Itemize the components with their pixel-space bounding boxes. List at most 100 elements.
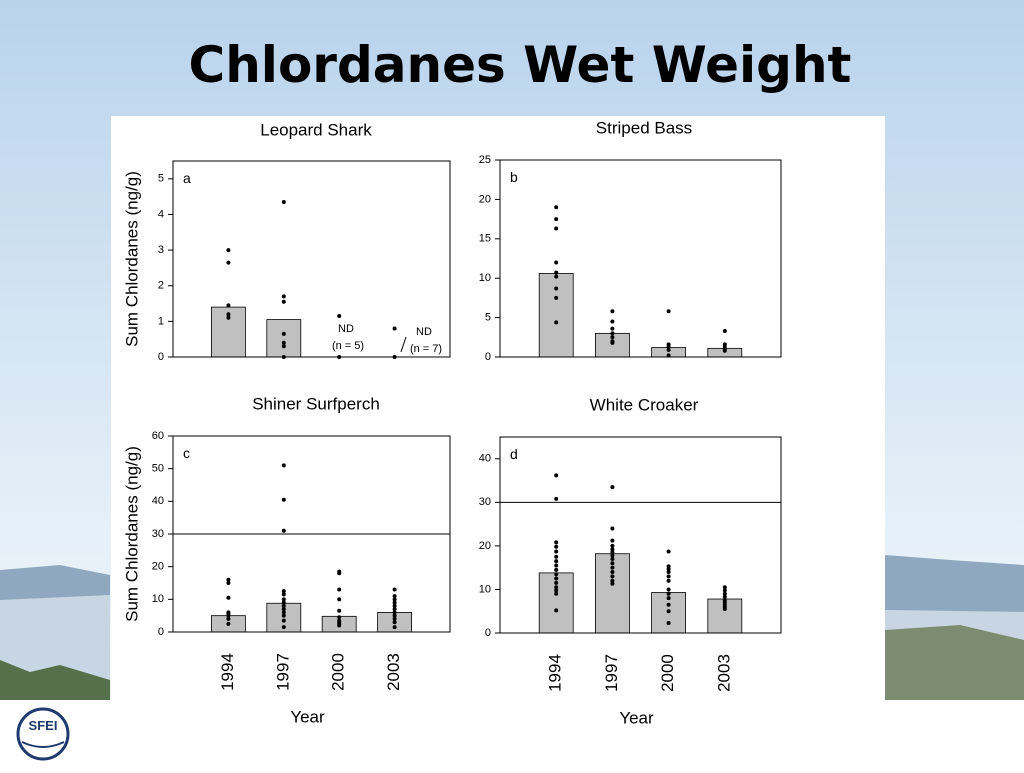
data-point <box>392 610 397 615</box>
x-tick-label: 1997 <box>602 654 621 692</box>
data-point <box>226 581 231 585</box>
data-point <box>554 270 559 275</box>
y-tick-label: 0 <box>485 351 491 363</box>
panel-label: a <box>183 170 191 186</box>
data-point <box>281 610 286 615</box>
annotation: (n = 7) <box>410 343 442 355</box>
data-point <box>226 248 231 253</box>
y-tick-label: 10 <box>479 272 491 284</box>
plot-frame <box>499 436 782 634</box>
data-point <box>554 549 559 554</box>
data-point <box>554 567 559 572</box>
data-point <box>554 320 559 325</box>
data-point <box>337 597 342 602</box>
data-point <box>337 623 342 628</box>
y-tick-label: 50 <box>152 463 164 475</box>
y-tick-label: 5 <box>485 312 491 324</box>
data-point <box>610 326 615 331</box>
data-point <box>722 585 727 590</box>
y-tick-label: 30 <box>479 496 491 508</box>
plot-frame <box>499 159 782 358</box>
data-point <box>392 600 397 605</box>
plot-frame <box>172 435 451 633</box>
data-point <box>337 571 342 576</box>
data-point <box>554 205 559 210</box>
data-point <box>281 607 286 612</box>
data-point <box>281 340 286 345</box>
data-point <box>722 588 727 593</box>
data-point <box>554 580 559 585</box>
data-point <box>554 295 559 300</box>
data-point <box>281 600 286 605</box>
slide-title: Chlordanes Wet Weight <box>189 36 852 94</box>
chart-area <box>111 116 885 700</box>
data-point <box>610 485 615 490</box>
x-tick-label: 1994 <box>546 654 565 692</box>
data-point <box>722 607 727 612</box>
data-point <box>666 587 671 592</box>
data-point <box>610 556 615 561</box>
data-point <box>610 538 615 543</box>
data-point <box>554 608 559 613</box>
data-point <box>554 226 559 231</box>
data-point <box>281 331 286 336</box>
data-point <box>226 616 231 621</box>
data-point <box>337 615 342 620</box>
data-point <box>554 286 559 291</box>
data-point <box>610 565 615 570</box>
data-point <box>610 335 615 340</box>
footer <box>0 700 1024 768</box>
data-point <box>281 613 286 618</box>
y-tick-label: 40 <box>479 453 491 465</box>
y-tick-label: 30 <box>152 528 164 540</box>
bar <box>595 553 630 634</box>
chart-title: Striped Bass <box>596 118 692 137</box>
data-point <box>666 309 671 314</box>
data-point <box>226 260 231 265</box>
x-tick-label: 2000 <box>329 653 348 691</box>
data-point <box>337 587 342 592</box>
y-axis-label: Sum Chlordanes (ng/g) <box>122 446 141 622</box>
data-point <box>392 603 397 608</box>
y-tick-label: 60 <box>152 430 164 442</box>
data-point <box>722 591 727 596</box>
data-point <box>226 577 231 582</box>
data-point <box>554 572 559 577</box>
y-tick-label: 3 <box>158 244 164 256</box>
data-point <box>281 463 286 468</box>
data-point <box>281 603 286 608</box>
data-point <box>281 592 286 597</box>
chart-title: Shiner Surfperch <box>252 394 380 413</box>
data-point <box>610 581 615 586</box>
y-tick-label: 20 <box>479 540 491 552</box>
data-point <box>281 618 286 623</box>
data-point <box>337 314 342 319</box>
data-point <box>392 597 397 602</box>
x-tick-label: 2003 <box>384 653 403 691</box>
data-point <box>554 554 559 559</box>
y-axis-label: Sum Chlordanes (ng/g) <box>122 171 141 347</box>
data-point <box>610 309 615 314</box>
data-point <box>554 576 559 581</box>
x-tick-label: 2003 <box>714 654 733 692</box>
logo-wave <box>21 741 65 748</box>
data-point <box>554 540 559 545</box>
logo-text: SFEI <box>29 718 58 733</box>
data-point <box>666 609 671 614</box>
x-tick-label: 1994 <box>218 653 237 691</box>
data-point <box>610 543 615 548</box>
data-point <box>281 589 286 594</box>
data-point <box>281 294 286 299</box>
data-point <box>392 625 397 630</box>
chart-title: White Croaker <box>590 395 699 414</box>
y-tick-label: 1 <box>158 315 164 327</box>
data-point <box>337 608 342 613</box>
data-point <box>554 591 559 596</box>
data-point <box>666 574 671 579</box>
y-tick-label: 5 <box>158 173 164 185</box>
logo <box>16 707 70 761</box>
data-point <box>392 620 397 625</box>
annotation-pointer <box>400 336 407 353</box>
data-point <box>666 347 671 352</box>
data-point <box>722 328 727 333</box>
